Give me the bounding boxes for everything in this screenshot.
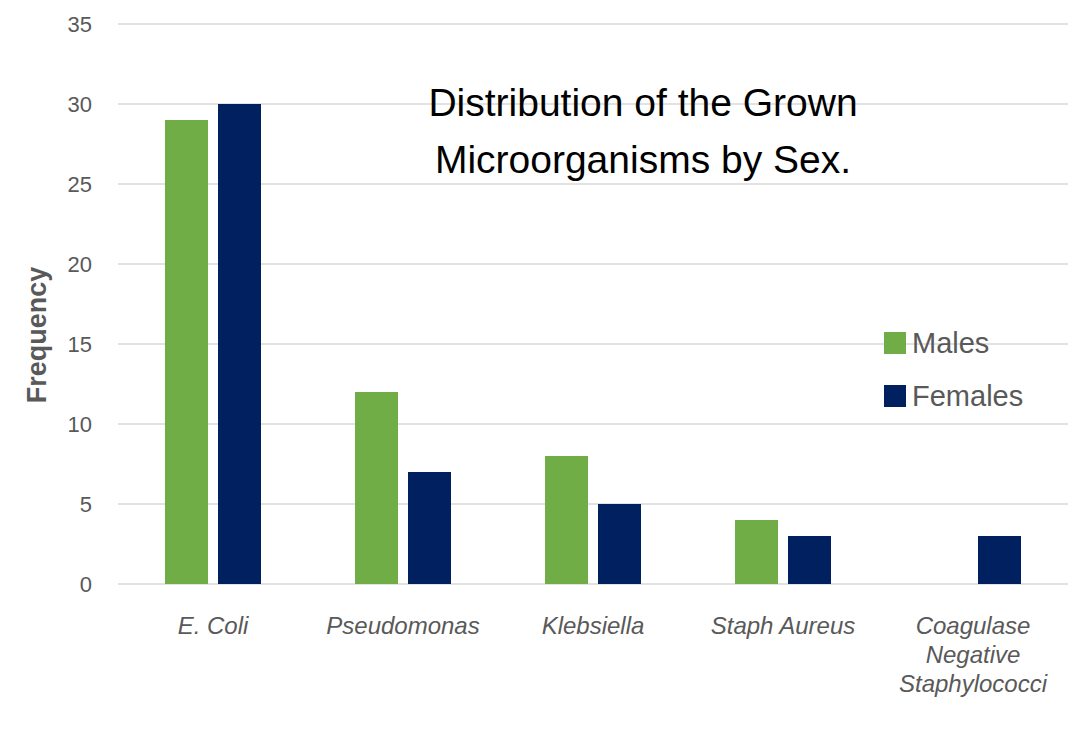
y-tick-label: 30 — [68, 92, 92, 117]
y-tick-label: 25 — [68, 172, 92, 197]
bar — [788, 536, 831, 584]
chart: 0 5 10 15 20 25 30 35 E. Coli Pseudomonas Klebsiel… — [0, 0, 1086, 756]
y-tick-label: 0 — [80, 572, 92, 597]
legend-swatch — [884, 332, 906, 354]
y-tick-label: 5 — [80, 492, 92, 517]
x-tick-label: Staph Aureus — [711, 612, 856, 639]
text-line: E. Coli — [178, 612, 249, 639]
text-line: Staph Aureus — [711, 612, 856, 639]
legend-swatch — [884, 385, 906, 407]
bar — [408, 472, 451, 584]
bar — [355, 392, 398, 584]
text-line: Klebsiella — [542, 612, 645, 639]
y-tick-label: 15 — [68, 332, 92, 357]
x-tick-label: CoagulaseNegativeStaphylococci — [899, 612, 1048, 697]
text-line: Pseudomonas — [326, 612, 479, 639]
y-tick-label: 20 — [68, 252, 92, 277]
legend-label: Females — [912, 380, 1023, 412]
bar — [925, 584, 968, 585]
bar — [598, 504, 641, 584]
x-tick-label: E. Coli — [178, 612, 249, 639]
grid-line — [118, 23, 1068, 25]
text-line: Staphylococci — [899, 670, 1048, 697]
x-tick-label: Klebsiella — [542, 612, 645, 639]
text-line: Microorganisms by Sex. — [435, 138, 851, 181]
y-tick-label: 35 — [68, 12, 92, 37]
legend-label: Males — [912, 327, 989, 359]
x-tick-label: Pseudomonas — [326, 612, 479, 639]
bar — [218, 104, 261, 584]
bar — [545, 456, 588, 584]
text-line: Distribution of the Grown — [428, 81, 857, 124]
text-line: Coagulase — [916, 612, 1031, 639]
bar — [735, 520, 778, 584]
bar — [165, 120, 208, 584]
legend: Males Females — [884, 327, 1023, 412]
bar — [978, 536, 1021, 584]
y-axis-label: Frequency — [22, 267, 52, 404]
bars — [165, 104, 1021, 584]
text-line: Negative — [926, 641, 1021, 668]
title: Distribution of the Grown Microorganisms … — [428, 81, 857, 181]
y-tick-label: 10 — [68, 412, 92, 437]
